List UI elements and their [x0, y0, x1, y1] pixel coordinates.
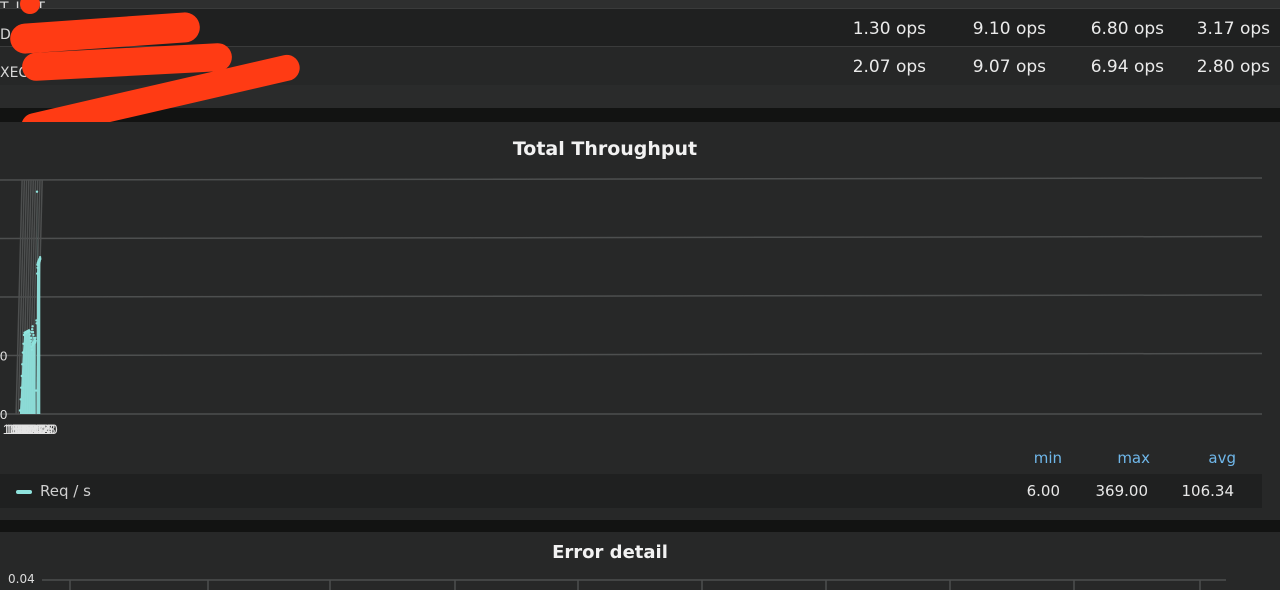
- data-point: [28, 330, 31, 333]
- error-panel-title: Error detail: [552, 542, 668, 563]
- x-tick-label: 18:20: [23, 421, 58, 437]
- stat-avg-label[interactable]: avg: [1208, 449, 1236, 467]
- data-point: [30, 345, 33, 348]
- data-point: [30, 348, 34, 351]
- stat-min-label[interactable]: min: [1033, 449, 1062, 467]
- table-cell: 9.07 ops: [972, 57, 1046, 77]
- legend-label[interactable]: Req / s: [40, 482, 91, 500]
- gridline-horizontal: [0, 235, 1263, 240]
- data-point: [36, 272, 39, 275]
- error-detail-panel: Error detail 0.04: [0, 532, 1280, 590]
- table-cell: 2.07 ops: [852, 57, 926, 77]
- x-tick-label: 18:12: [14, 421, 49, 437]
- error-chart-grid: [42, 579, 1226, 590]
- y-tick-label: 0: [0, 349, 7, 364]
- x-tick-label: 18:14: [16, 421, 51, 437]
- gridline-vertical: [17, 179, 26, 415]
- table-cell: 3.17 ops: [1196, 19, 1270, 39]
- row-name: D: [0, 27, 11, 43]
- data-point: [35, 389, 38, 392]
- x-tick-label: 18:04: [5, 421, 40, 437]
- stat-max-value: 369.00: [1095, 482, 1149, 500]
- series-area-req-per-s: [20, 326, 36, 414]
- x-tick-label: 18:06: [7, 421, 42, 437]
- series-area-req-per-s: [36, 191, 41, 414]
- data-point: [21, 363, 24, 366]
- gridline-horizontal: [0, 352, 1263, 357]
- x-tick-label: 18:10: [12, 421, 47, 437]
- data-point: [34, 339, 37, 343]
- data-point: [20, 374, 23, 378]
- legend-swatch: [16, 490, 32, 494]
- data-point: [35, 190, 39, 193]
- table-cell: 6.94 ops: [1090, 57, 1164, 77]
- stat-avg-value: 106.34: [1181, 482, 1235, 500]
- table-cell: 1.30 ops: [852, 19, 926, 39]
- x-tick-label: 18:08: [9, 421, 44, 437]
- data-point: [35, 319, 38, 322]
- data-point: [29, 339, 32, 343]
- data-point: [31, 330, 35, 334]
- x-tick-label: 18:02: [3, 421, 38, 437]
- stat-min-value: 6.00: [1026, 482, 1060, 500]
- stats-table-panel: T_LIST D 1.30 ops 9.10 ops 6.80 ops 3.17…: [0, 0, 1280, 142]
- data-point: [19, 398, 22, 401]
- data-point: [21, 351, 25, 354]
- data-point: [18, 409, 22, 412]
- data-point: [36, 266, 39, 269]
- data-point: [31, 325, 34, 328]
- data-point: [38, 256, 42, 259]
- table-cell: 9.10 ops: [972, 19, 1046, 39]
- data-point: [32, 333, 35, 337]
- chart-title: Total Throughput: [512, 138, 698, 160]
- data-point: [30, 336, 33, 340]
- table-cell: 6.80 ops: [1090, 19, 1164, 39]
- throughput-panel: Total Throughput 18:02 18:04 18:06 18:08 18:…: [0, 122, 1280, 520]
- gridline-vertical: [15, 179, 23, 415]
- x-tick-label: 18:18: [20, 421, 55, 437]
- throughput-chart[interactable]: 18:0218:0418:0618:0818:1018:1218:1418:16…: [0, 122, 1280, 452]
- row-name: XEC: [0, 65, 29, 81]
- data-point: [22, 342, 25, 345]
- table-row[interactable]: D 1.30 ops 9.10 ops 6.80 ops 3.17 ops: [0, 8, 1280, 47]
- data-point: [22, 333, 26, 337]
- x-tick-label: 18:16: [18, 421, 53, 437]
- redaction-mark: [20, 0, 40, 14]
- data-point: [28, 333, 32, 336]
- y-tick-label: 0: [0, 407, 7, 422]
- data-point: [20, 386, 23, 389]
- stat-max-label[interactable]: max: [1117, 449, 1150, 467]
- table-cell: 2.80 ops: [1196, 57, 1270, 77]
- y-tick-label: 0.04: [8, 572, 35, 586]
- data-point: [35, 322, 38, 325]
- data-point: [39, 257, 42, 261]
- data-point: [34, 336, 37, 340]
- gridline-horizontal: [0, 177, 1263, 181]
- legend-row[interactable]: Req / s 6.00 369.00 106.34: [0, 474, 1262, 508]
- data-point: [31, 328, 34, 331]
- gridline-horizontal: [0, 294, 1263, 298]
